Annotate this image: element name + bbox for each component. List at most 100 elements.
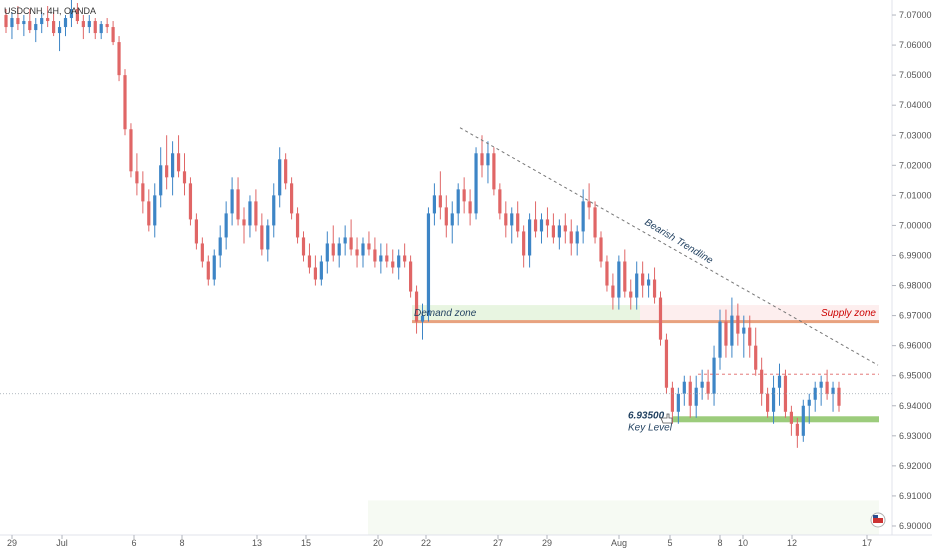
candle [81,15,85,40]
candle-body [218,237,222,256]
candle-body [165,165,169,178]
candle [760,357,764,406]
candle [414,285,419,334]
price-tick-label: 7.04000 [899,100,932,110]
candle-body [331,243,335,256]
lower-zone [368,500,879,535]
candle [557,219,561,250]
candle-body [813,387,817,400]
candle [123,69,127,136]
candle [569,219,573,256]
candle-body [105,24,109,28]
candle [307,243,312,274]
candle-body [200,243,204,262]
price-tick-label: 7.05000 [899,70,932,80]
candle [783,369,788,418]
price-tick-label: 6.90000 [899,521,932,531]
candle-body [730,315,734,346]
candle [278,147,282,208]
candle-body [575,231,579,244]
candle [111,21,115,46]
candle-body [807,399,811,406]
candle [664,333,669,394]
candle [492,147,496,196]
candle [593,201,597,244]
candle-body [700,381,704,388]
candle [93,18,97,40]
time-tick-label: 8 [717,538,722,548]
candle [28,9,32,34]
candle [468,189,472,226]
candle-body [52,21,56,34]
time-tick-label: Jul [56,538,68,548]
price-tick-label: 6.93000 [899,431,932,441]
candle-body [742,327,746,334]
candle-body [278,159,282,196]
candle-body [349,237,353,250]
candle [379,243,383,274]
candle [718,309,722,370]
candle-body [153,195,157,226]
price-axis[interactable]: 7.07000 7.06000 7.05000 7.04000 7.03000 7.020… [892,10,932,531]
candle-body [635,273,639,298]
candle-body [409,261,413,292]
flag-icon[interactable] [870,512,886,528]
candle [599,231,603,268]
candle-body [724,321,728,346]
candle [795,417,799,448]
candle-body [783,375,788,412]
candle [260,213,264,256]
candle-body [432,195,436,214]
candle-body [319,261,323,280]
candle-body [569,231,573,244]
candle [754,327,758,376]
candle-body [182,171,187,184]
candle-body [438,195,442,208]
candle [641,261,645,298]
candle [480,135,484,178]
candle [147,189,151,232]
candle [57,21,62,52]
candle-body [480,153,484,166]
price-tick-label: 6.98000 [899,281,932,291]
candle-body [498,189,502,214]
time-tick-label: 29 [542,538,552,548]
candle-body [4,15,8,28]
candle-body [129,129,133,172]
candle-body [510,213,514,226]
candle [129,123,133,178]
price-tick-label: 7.00000 [899,220,932,230]
candle [516,201,520,238]
price-tick-label: 6.97000 [899,311,932,321]
candle [141,171,145,214]
candle-body [313,267,317,280]
candle-body [819,381,823,388]
candle-body [69,9,74,19]
price-tick-label: 6.99000 [899,250,932,260]
symbol-label: USDCNH, 4H, OANDA [4,6,96,16]
candle-body [75,9,79,22]
supply-zone-label: Supply zone [821,308,876,319]
candle-body [248,201,252,226]
candle-body [63,18,68,28]
zone-boundary-band [412,320,879,324]
candle-body [444,207,448,226]
time-axis[interactable]: 29 Jul 6 8 13 15 20 22 27 29 Aug 5 8 10 12 17 [7,535,872,548]
candle [52,12,56,37]
candle-body [539,219,544,232]
candle-body [254,201,258,226]
candle-body [135,171,139,184]
candle [99,21,103,40]
time-tick-label: 12 [787,538,797,548]
candle [206,255,210,286]
candle [10,12,14,40]
candle [522,225,526,268]
candle [801,399,805,442]
candle [355,237,359,268]
candle-body [462,189,466,202]
candle-body [456,189,460,214]
candle [605,255,609,292]
candle-body [766,393,770,412]
